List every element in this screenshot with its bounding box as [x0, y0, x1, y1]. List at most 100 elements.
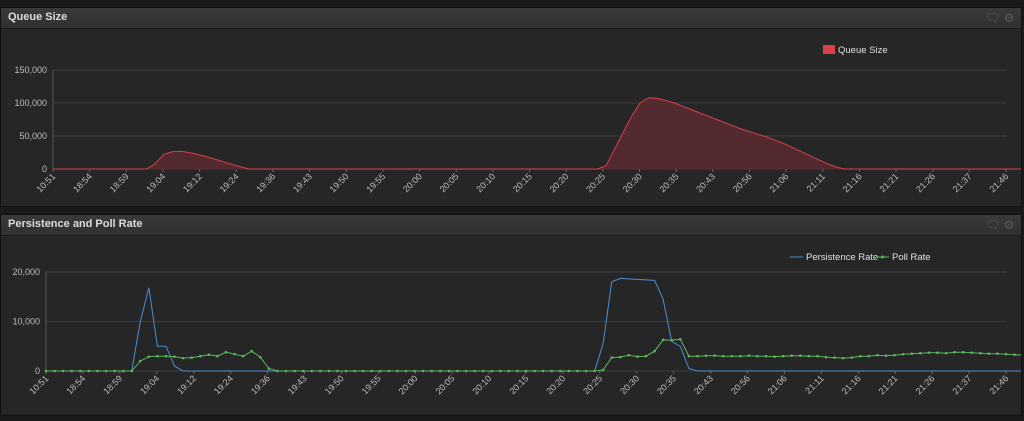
- data-point: [953, 350, 956, 354]
- data-point: [207, 353, 211, 356]
- legend-swatch: [823, 45, 835, 54]
- data-point: [661, 338, 665, 342]
- x-tick-label: 21:16: [840, 373, 863, 396]
- data-point: [44, 369, 48, 373]
- data-point: [387, 369, 391, 373]
- x-tick-label: 19:55: [360, 373, 383, 396]
- data-point: [593, 369, 596, 373]
- data-point: [927, 351, 931, 354]
- x-tick-label: 19:36: [249, 373, 272, 396]
- data-point: [430, 369, 434, 373]
- data-point: [481, 369, 485, 373]
- x-tick-label: 20:35: [658, 171, 681, 194]
- x-tick-label: 20:25: [581, 373, 604, 396]
- x-tick-label: 21:46: [987, 171, 1010, 194]
- x-tick-label: 21:37: [951, 171, 974, 194]
- x-tick-label: 19:50: [323, 373, 346, 396]
- x-tick-label: 20:43: [694, 171, 717, 194]
- x-tick-label: 21:26: [914, 171, 937, 194]
- x-tick-label: 20:10: [474, 171, 497, 194]
- legend-marker: [881, 255, 884, 259]
- panel-header: Queue Size 🗨 ⚙: [1, 8, 1021, 29]
- data-point: [987, 352, 991, 355]
- data-point: [893, 353, 896, 357]
- data-point: [524, 369, 528, 373]
- x-tick-label: 20:10: [470, 373, 493, 396]
- comment-icon[interactable]: 🗨: [985, 218, 1001, 232]
- data-point: [1004, 352, 1008, 356]
- x-tick-label: 20:05: [434, 373, 457, 396]
- queue-size-chart: 0 50,000 100,000 150,000 10:51 18:54 18:59 19:0…: [14, 45, 1021, 194]
- data-point: [550, 369, 554, 373]
- data-point: [833, 356, 836, 359]
- x-tick-label: 20:20: [544, 373, 567, 396]
- data-point: [498, 369, 502, 373]
- series-line-queue-size: [53, 97, 1021, 170]
- data-point: [370, 369, 374, 373]
- y-tick-label: 20,000: [12, 267, 40, 277]
- data-point: [327, 369, 331, 373]
- data-point: [378, 369, 382, 373]
- x-tick-label: 21:21: [877, 373, 900, 396]
- data-point: [233, 352, 236, 356]
- x-tick-label: 21:16: [841, 171, 864, 194]
- legend-label: Poll Rate: [892, 252, 931, 263]
- x-tick-label: 21:46: [987, 373, 1010, 396]
- panel-title: Queue Size: [8, 11, 68, 23]
- data-point: [996, 352, 999, 355]
- data-point: [936, 351, 939, 354]
- x-tick-label: 19:24: [218, 171, 241, 194]
- x-tick-label: 19:36: [254, 171, 277, 194]
- data-point: [61, 369, 65, 373]
- data-point: [438, 369, 442, 373]
- data-point: [164, 354, 168, 358]
- legend-label: Persistence Rate: [806, 252, 878, 263]
- gear-icon[interactable]: ⚙: [1003, 11, 1015, 25]
- y-tick-label: 100,000: [14, 98, 47, 108]
- data-point: [850, 356, 854, 359]
- data-point: [87, 369, 91, 373]
- data-point: [713, 354, 716, 357]
- data-point: [970, 351, 974, 354]
- data-point: [421, 369, 425, 373]
- x-tick-label: 20:43: [692, 373, 715, 396]
- data-point: [756, 354, 759, 358]
- series-line-poll-rate: [46, 338, 1021, 372]
- x-tick-label: 19:12: [175, 373, 198, 396]
- data-point: [130, 369, 134, 373]
- data-point: [413, 369, 416, 373]
- data-point: [696, 354, 699, 358]
- legend-label: Queue Size: [838, 45, 888, 56]
- data-point: [138, 359, 142, 363]
- data-point: [721, 354, 725, 358]
- data-point: [310, 369, 314, 373]
- data-point: [601, 368, 605, 372]
- data-point: [678, 338, 682, 341]
- data-point: [841, 356, 845, 360]
- x-tick-label: 19:24: [212, 373, 235, 396]
- data-point: [1013, 353, 1016, 356]
- data-point: [910, 352, 914, 355]
- x-tick-label: 19:43: [291, 171, 314, 194]
- x-tick-label: 19:04: [138, 373, 161, 396]
- data-point: [730, 354, 734, 358]
- data-point: [284, 369, 288, 373]
- data-point: [636, 355, 639, 358]
- data-point: [121, 369, 125, 373]
- x-tick-label: 20:30: [618, 373, 641, 396]
- x-tick-label: 19:04: [144, 171, 167, 194]
- x-tick-label: 21:11: [803, 373, 826, 396]
- x-tick-label: 21:26: [914, 373, 937, 396]
- data-point: [876, 353, 879, 357]
- data-point: [610, 356, 614, 359]
- data-point: [216, 354, 219, 358]
- x-tick-label: 20:05: [438, 171, 461, 194]
- data-point: [901, 352, 905, 356]
- data-point: [653, 349, 656, 353]
- x-tick-label: 21:06: [767, 171, 790, 194]
- data-point: [353, 369, 356, 373]
- y-tick-label: 0: [35, 366, 40, 376]
- comment-icon[interactable]: 🗨: [985, 11, 1001, 25]
- data-point: [198, 354, 202, 358]
- gear-icon[interactable]: ⚙: [1003, 218, 1015, 232]
